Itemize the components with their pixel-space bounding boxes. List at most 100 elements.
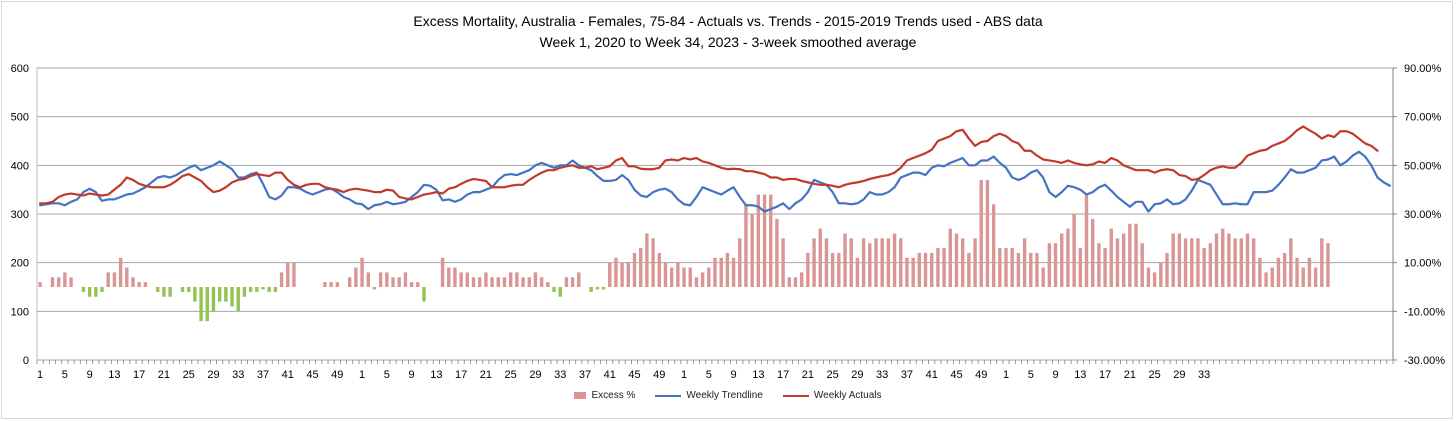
left-tick-label: 300 [11,209,29,221]
trendline-series [38,150,1392,213]
excess-bar [620,262,624,287]
x-tick-label: 37 [257,369,269,381]
excess-bar [1208,243,1213,287]
excess-bar [1183,238,1188,287]
excess-bar [1053,243,1058,287]
x-tick-label: 45 [306,369,318,381]
excess-bar [694,277,699,287]
excess-bar [502,277,507,287]
excess-bar [292,262,296,287]
excess-bar [577,272,581,287]
excess-bar [638,248,643,287]
excess-bar [707,267,711,287]
x-tick-label: 25 [505,369,517,381]
excess-bar [1171,233,1175,287]
x-tick-label: 37 [901,369,913,381]
excess-bars [38,179,1330,322]
x-tick-label: 41 [604,369,616,381]
excess-bar [1214,233,1219,287]
excess-bar [286,262,290,287]
excess-bar [985,179,990,287]
excess-bar [917,252,922,287]
excess-bar [843,233,847,287]
excess-bar [979,179,983,287]
excess-bar [601,287,606,290]
x-tick-label: 1 [359,369,365,381]
x-tick-label: 21 [480,369,492,381]
excess-bar [1165,252,1169,287]
excess-bar [812,238,816,287]
excess-bar [564,277,569,287]
excess-bar [323,282,327,287]
excess-bar [273,287,278,292]
excess-bar [546,282,550,287]
excess-bar [1221,228,1225,287]
excess-bar [1258,257,1262,287]
excess-bar [459,272,463,287]
excess-bar [347,277,352,287]
x-tick-label: 33 [232,369,244,381]
excess-bar [756,194,761,287]
excess-bar [447,267,451,287]
left-tick-label: 400 [11,160,29,172]
excess-bar [1128,223,1132,287]
excess-bar [162,287,166,297]
excess-bar [496,277,500,287]
excess-bar [973,238,977,287]
excess-bar [886,238,891,287]
excess-bar [552,287,556,292]
excess-bar [960,238,965,287]
excess-bar [991,204,996,287]
excess-bar [837,252,841,287]
excess-bar [422,287,426,302]
excess-bar [205,287,209,322]
excess-bar [539,277,544,287]
excess-bar [688,267,692,287]
excess-bar [100,287,104,292]
right-tick-label: 70.00% [1404,112,1442,124]
excess-bar [255,287,259,292]
legend-item-trendline: Weekly Trendline [655,390,763,401]
x-tick-label: 29 [1173,369,1185,381]
x-tick-label: 25 [827,369,839,381]
excess-bar [131,277,135,287]
excess-bar [143,282,148,287]
excess-bar [403,272,408,287]
excess-bar [1276,257,1281,287]
excess-bar [360,257,364,287]
excess-bar [589,287,593,292]
excess-bar [236,287,240,312]
x-tick-label: 41 [282,369,294,381]
excess-bar [880,238,884,287]
x-tick-label: 13 [1074,369,1086,381]
excess-bar [830,252,835,287]
x-tick-label: 9 [731,369,737,381]
excess-bar [335,282,340,287]
x-tick-label: 5 [384,369,390,381]
excess-bar [168,287,172,297]
excess-bar [799,272,804,287]
excess-bar [1016,252,1021,287]
excess-bar [217,287,222,302]
right-tick-label: 30.00% [1404,209,1442,221]
excess-bar [608,262,612,287]
excess-bar [199,287,203,322]
excess-bar [626,262,631,287]
excess-bar [471,277,476,287]
excess-bar [1115,238,1120,287]
right-tick-label: 10.00% [1404,258,1442,270]
excess-bar [558,287,562,297]
x-tick-label: 5 [62,369,68,381]
excess-bar [775,218,779,287]
x-tick-label: 1 [681,369,687,381]
excess-bar [1301,267,1305,287]
excess-bar [1326,243,1330,287]
x-tick-label: 13 [430,369,442,381]
excess-bar [186,287,191,292]
right-tick-label: -30.00% [1404,355,1445,367]
excess-bar [731,257,736,287]
excess-bar [261,287,265,290]
x-tick-label: 9 [87,369,93,381]
excess-bar [409,282,414,287]
